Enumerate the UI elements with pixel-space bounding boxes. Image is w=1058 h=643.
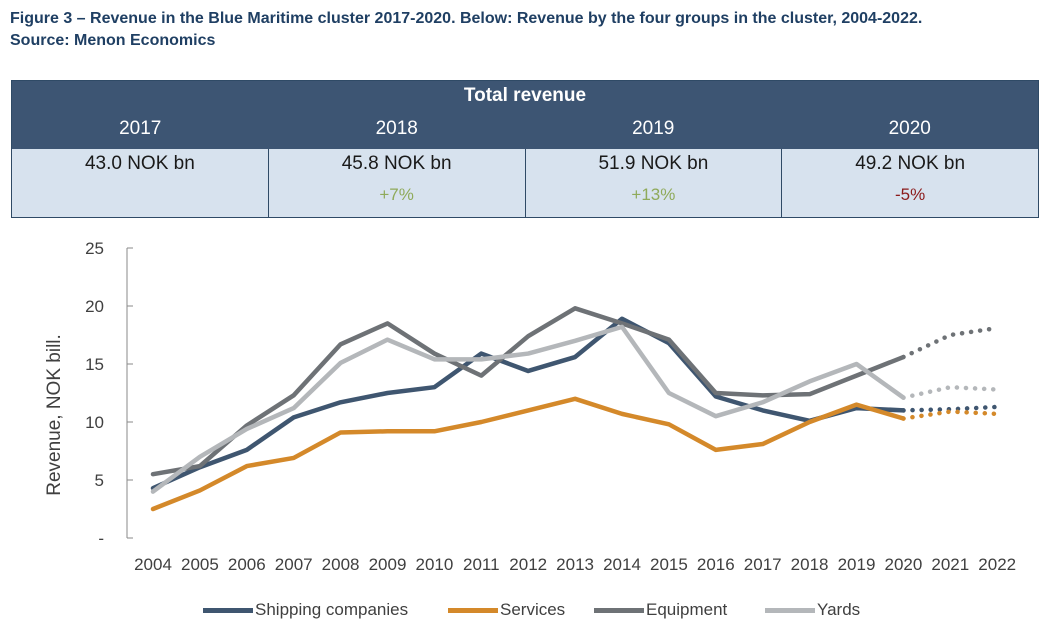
y-axis-title: Revenue, NOK bill.: [44, 334, 65, 496]
x-tick-label: 2004: [134, 555, 172, 574]
revenue-line-chart: - 5 10 15 20 25 Revenue, NOK bill. 2004 2005 2006…: [44, 239, 1016, 574]
x-tick-label: 2022: [978, 555, 1016, 574]
legend-swatch: [594, 607, 644, 613]
legend-label: Equipment: [646, 600, 728, 619]
revenue-value: 43.0 NOK bn: [84, 153, 195, 174]
y-tick-label: 20: [85, 297, 104, 316]
revenue-change: -5%: [895, 185, 926, 204]
table-years-row: 2017 2018 2019 2020: [12, 113, 1038, 149]
x-tick-label: 2017: [744, 555, 782, 574]
x-tick-label: 2015: [650, 555, 688, 574]
x-tick-label: 2012: [509, 555, 547, 574]
x-tick-label: 2013: [556, 555, 594, 574]
y-tick-label: 10: [85, 413, 104, 432]
series-forecast-services: [901, 409, 1000, 421]
legend-swatch: [203, 607, 253, 613]
legend-label: Yards: [817, 600, 861, 619]
revenue-change: +13%: [631, 185, 676, 204]
x-tick-label: 2006: [228, 555, 266, 574]
series-line-shipping-companies: [150, 316, 906, 491]
legend-item-equipment: Equipment: [594, 598, 727, 622]
x-tick-label: 2007: [275, 555, 313, 574]
table-title: Total revenue: [463, 85, 587, 106]
revenue-value: 49.2 NOK bn: [855, 153, 966, 174]
x-tick-label: 2019: [838, 555, 876, 574]
revenue-value: 51.9 NOK bn: [598, 153, 709, 174]
revenue-change: +7%: [379, 185, 414, 204]
legend-item-services: Services: [448, 598, 565, 622]
chart-legend: Shipping companies Services Equipment Ya…: [0, 598, 1058, 622]
y-tick-label: -: [98, 529, 104, 548]
caption-source: Source: Menon Economics: [10, 32, 216, 49]
y-tick-label: 5: [95, 471, 104, 490]
x-tick-label: 2005: [181, 555, 219, 574]
figure-caption: Figure 3 – Revenue in the Blue Maritime …: [10, 8, 1050, 52]
legend-swatch: [765, 607, 815, 613]
table-cell-2018: 45.8 NOK bn +7%: [267, 149, 525, 217]
x-tick-label: 2021: [931, 555, 969, 574]
y-tick-label: 25: [85, 239, 104, 258]
total-revenue-table: Total revenue 2017 2018 2019 2020 43.0 N…: [11, 80, 1039, 218]
year-2018: 2018: [375, 118, 418, 139]
year-2020: 2020: [888, 118, 931, 139]
series-forecast-equipment: [901, 325, 1000, 360]
table-header: Total revenue 2017 2018 2019 2020: [12, 81, 1038, 149]
caption-title: Figure 3 – Revenue in the Blue Maritime …: [10, 10, 923, 27]
year-2019: 2019: [632, 118, 675, 139]
table-cell-2017: 43.0 NOK bn: [12, 149, 268, 217]
x-tick-label: 2010: [415, 555, 453, 574]
x-tick-label: 2011: [463, 555, 500, 574]
year-2017: 2017: [119, 118, 162, 139]
table-cell-2019: 51.9 NOK bn +13%: [524, 149, 782, 217]
legend-item-shipping: Shipping companies: [203, 598, 408, 622]
legend-item-yards: Yards: [765, 598, 860, 622]
x-tick-label: 2018: [791, 555, 829, 574]
x-tick-label: 2008: [322, 555, 360, 574]
series-forecast-yards: [901, 384, 1000, 400]
y-tick-label: 15: [85, 355, 104, 374]
x-tick-label: 2014: [603, 555, 641, 574]
legend-label: Services: [500, 600, 566, 619]
table-body: 43.0 NOK bn 45.8 NOK bn +7% 51.9 NOK bn …: [12, 149, 1038, 217]
x-tick-label: 2009: [369, 555, 407, 574]
series-line-yards: [150, 324, 906, 494]
series-line-services: [150, 396, 906, 512]
legend-label: Shipping companies: [255, 600, 409, 619]
legend-swatch: [448, 607, 498, 613]
x-tick-label: 2016: [697, 555, 735, 574]
table-cell-2020: 49.2 NOK bn -5%: [781, 149, 1038, 217]
series-forecast-shipping-companies: [901, 404, 1000, 413]
x-tick-label: 2020: [884, 555, 922, 574]
revenue-value: 45.8 NOK bn: [341, 153, 452, 174]
